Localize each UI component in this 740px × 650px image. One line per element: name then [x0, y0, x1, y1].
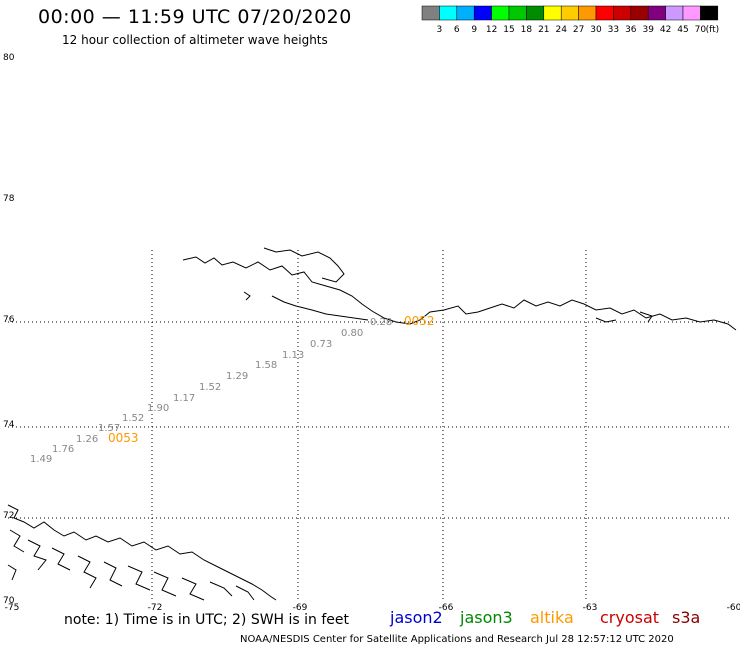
lon-tick-label: -69 — [293, 603, 308, 613]
legend-label: 36 — [625, 25, 637, 35]
swh-value-label: 1.29 — [226, 371, 248, 382]
page-subtitle: 12 hour collection of altimeter wave hei… — [62, 33, 328, 47]
swh-value-label: 1.13 — [282, 350, 304, 361]
legend-label: (ft) — [706, 25, 720, 35]
satellite-name: s3a — [672, 608, 701, 627]
lat-tick-label: 78 — [3, 194, 15, 204]
swh-value-label: 1.49 — [30, 454, 52, 465]
legend-label: 30 — [590, 25, 602, 35]
swh-value-label: 1.26 — [76, 434, 98, 445]
swh-value-label: 0.28 — [370, 317, 392, 328]
lon-tick-label: -60 — [727, 603, 740, 613]
legend-label: 9 — [471, 25, 477, 35]
legend-swatch — [700, 5, 719, 21]
lon-tick-label: -63 — [583, 603, 598, 613]
satellite-name: altika — [530, 608, 574, 627]
lat-tick-label: 72 — [3, 511, 14, 521]
page-title: 00:00 — 11:59 UTC 07/20/2020 — [38, 6, 352, 28]
swh-value-label: 1.58 — [255, 360, 277, 371]
lat-tick-label: 76 — [3, 315, 15, 325]
legend-label: 42 — [660, 25, 671, 35]
legend-label: 6 — [454, 25, 460, 35]
altimeter-track: 1.491.761.261.571.521.901.171.521.291.58… — [30, 314, 435, 465]
legend-label: 70 — [695, 25, 707, 35]
swh-value-label: 0.80 — [341, 328, 363, 339]
latitude-axis: 80 78 76 74 72 70 — [3, 53, 15, 606]
legend-label: 15 — [503, 25, 514, 35]
legend-label: 3 — [437, 25, 443, 35]
wave-height-color-legend: 3 6 9 12 15 18 21 24 27 30 33 36 39 42 45 70 (ft) — [421, 5, 720, 35]
swh-value-label: 1.52 — [122, 413, 144, 424]
lat-tick-label: 70 — [3, 596, 15, 606]
swh-value-label: 1.76 — [52, 444, 74, 455]
legend-label: 12 — [486, 25, 497, 35]
track-time-label: 0052 — [404, 314, 435, 328]
legend-label: 24 — [555, 25, 567, 35]
legend-label: 21 — [538, 25, 549, 35]
swh-value-label: 1.90 — [147, 403, 169, 414]
lon-tick-label: -66 — [439, 603, 454, 613]
lon-tick-label: -72 — [148, 603, 163, 613]
satellite-name: cryosat — [600, 608, 660, 627]
swh-value-label: 1.17 — [173, 393, 195, 404]
legend-label: 18 — [521, 25, 533, 35]
legend-label: 33 — [608, 25, 619, 35]
legend-label: 45 — [677, 25, 688, 35]
swh-value-label: 1.57 — [98, 423, 120, 434]
legend-label: 39 — [642, 25, 654, 35]
footer-note: note: 1) Time is in UTC; 2) SWH is in fe… — [64, 612, 350, 628]
swh-value-label: 0.73 — [310, 339, 332, 350]
longitude-axis: -75 -72 -69 -66 -63 -60 — [5, 603, 740, 613]
map-gridlines — [8, 250, 732, 600]
coastline-baffin-island — [7, 504, 277, 601]
lat-tick-label: 74 — [3, 420, 15, 430]
lat-tick-label: 80 — [3, 53, 15, 63]
coastline-greenland — [182, 247, 737, 331]
swh-value-label: 1.52 — [199, 382, 221, 393]
legend-label: 27 — [573, 25, 584, 35]
satellite-name: jason3 — [460, 608, 513, 627]
footer-credit: NOAA/NESDIS Center for Satellite Applica… — [240, 634, 674, 645]
track-time-label: 0053 — [108, 431, 139, 445]
lon-tick-label: -75 — [5, 603, 20, 613]
satellite-name: jason2 — [390, 608, 443, 627]
